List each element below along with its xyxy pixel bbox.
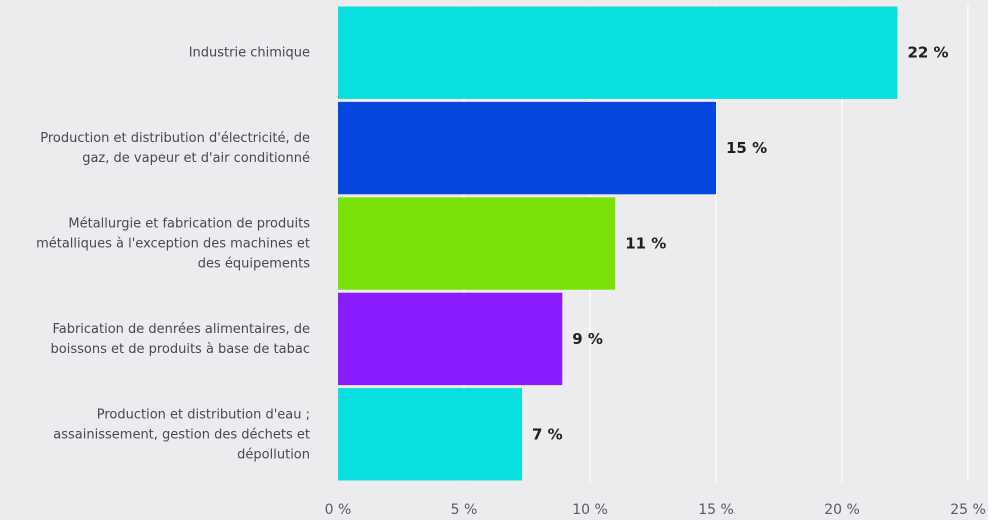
- category-label: Métallurgie et fabrication de produits mé…: [36, 217, 310, 272]
- bar: [338, 292, 563, 386]
- bar: [338, 197, 616, 290]
- category-label: Production et distribution d'eau ; assain…: [53, 407, 310, 462]
- category-label: Fabrication de denrées alimentaires, de b…: [51, 322, 310, 357]
- bar: [338, 6, 898, 99]
- value-label: 7 %: [532, 425, 563, 443]
- bars: [338, 6, 898, 481]
- x-tick-label: 25 %: [950, 502, 986, 518]
- value-labels: 22 % 15 % 11 % 9 % 7 %: [532, 44, 949, 444]
- category-label: Production et distribution d'électricité…: [40, 131, 310, 166]
- x-tick-label: 0 %: [325, 502, 352, 518]
- value-label: 11 %: [625, 235, 666, 253]
- bar: [338, 388, 522, 481]
- category-labels: Industrie chimique Production et distribu…: [36, 46, 310, 463]
- value-label: 9 %: [572, 330, 603, 348]
- x-tick-label: 5 %: [451, 502, 478, 518]
- x-axis-ticks: 0 % 5 % 10 % 15 % 20 % 25 %: [325, 502, 986, 518]
- x-tick-label: 20 %: [824, 502, 860, 518]
- x-tick-label: 15 %: [698, 502, 734, 518]
- value-label: 22 %: [907, 44, 948, 62]
- bar: [338, 101, 716, 195]
- value-label: 15 %: [726, 139, 767, 157]
- category-label: Industrie chimique: [189, 46, 310, 61]
- x-tick-label: 10 %: [572, 502, 608, 518]
